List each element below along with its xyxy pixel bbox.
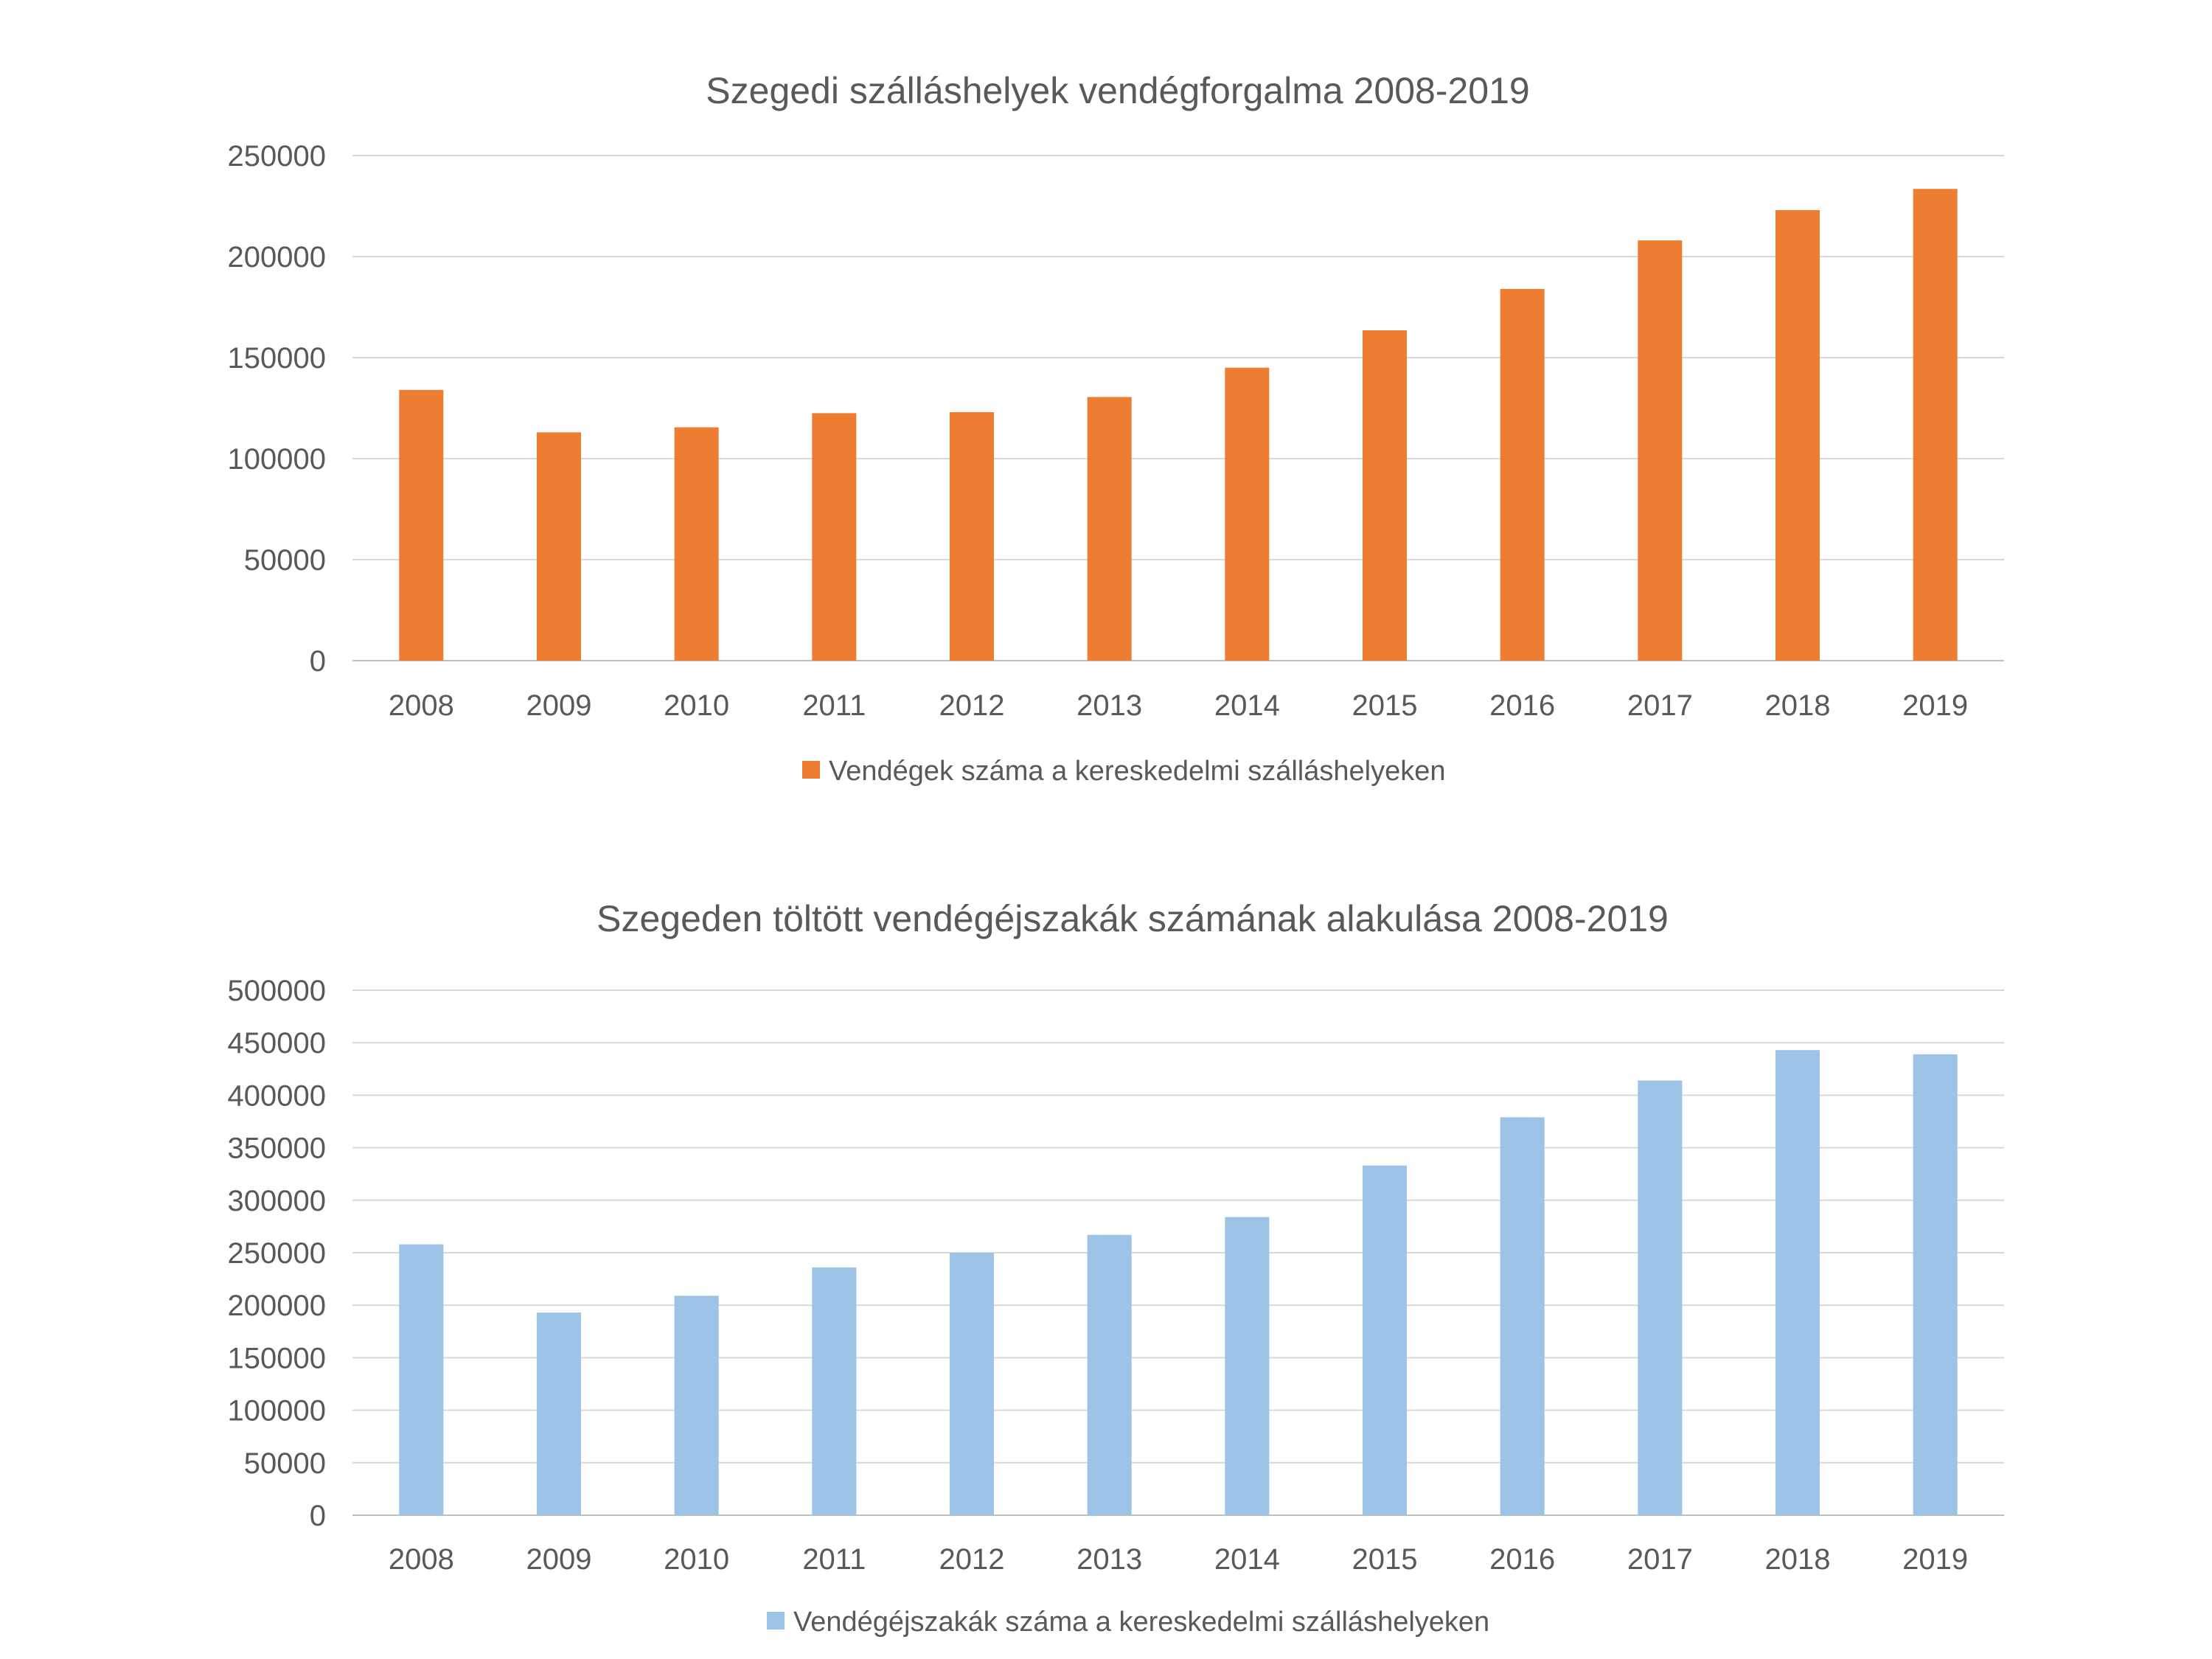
bar-2018 bbox=[1775, 1050, 1820, 1515]
x-tick-label: 2012 bbox=[939, 689, 1005, 722]
x-tick-label: 2017 bbox=[1627, 689, 1693, 722]
legend-label: Vendégek száma a kereskedelmi szálláshel… bbox=[829, 756, 1445, 787]
gridlines bbox=[352, 155, 2004, 661]
gridlines bbox=[352, 990, 2004, 1516]
legend: Vendégek száma a kereskedelmi szálláshel… bbox=[802, 756, 1445, 787]
x-tick-label: 2011 bbox=[802, 689, 866, 722]
x-tick-label: 2009 bbox=[526, 1543, 592, 1576]
bar-2008 bbox=[399, 1244, 444, 1515]
guests-chart: Szegedi szálláshelyek vendégforgalma 200… bbox=[228, 70, 2004, 787]
y-tick-label: 0 bbox=[310, 1500, 326, 1532]
legend-swatch bbox=[802, 761, 820, 779]
x-tick-label: 2008 bbox=[389, 689, 454, 722]
x-tick-label: 2015 bbox=[1352, 689, 1418, 722]
bar-2009 bbox=[537, 1312, 581, 1515]
bar-2013 bbox=[1087, 1234, 1132, 1515]
legend: Vendégéjszakák száma a kereskedelmi szál… bbox=[767, 1607, 1489, 1638]
y-axis-ticks: 0 50000 100000 150000 200000 250000 bbox=[228, 140, 326, 678]
bar-2015 bbox=[1363, 1165, 1407, 1515]
chart-title: Szegeden töltött vendégéjszakák számának… bbox=[597, 898, 1669, 939]
x-tick-label: 2009 bbox=[526, 689, 592, 722]
x-tick-label: 2018 bbox=[1765, 689, 1831, 722]
y-tick-label: 450000 bbox=[228, 1027, 326, 1060]
bar-2017 bbox=[1638, 1080, 1683, 1515]
x-tick-label: 2015 bbox=[1352, 1543, 1418, 1576]
bar-2016 bbox=[1500, 1117, 1545, 1515]
bar-2019 bbox=[1913, 1054, 1958, 1515]
x-tick-label: 2013 bbox=[1077, 689, 1142, 722]
bar-2019 bbox=[1913, 189, 1958, 661]
x-tick-label: 2012 bbox=[939, 1543, 1005, 1576]
x-tick-label: 2014 bbox=[1214, 1543, 1280, 1576]
y-tick-label: 250000 bbox=[228, 1237, 326, 1270]
bar-2012 bbox=[950, 1253, 994, 1515]
y-tick-label: 400000 bbox=[228, 1079, 326, 1112]
bar-2011 bbox=[812, 413, 857, 661]
bar-2010 bbox=[674, 427, 719, 661]
x-tick-label: 2016 bbox=[1489, 689, 1555, 722]
bar-2008 bbox=[399, 389, 444, 661]
x-tick-label: 2017 bbox=[1627, 1543, 1693, 1576]
y-tick-label: 150000 bbox=[228, 342, 326, 375]
legend-swatch bbox=[767, 1612, 785, 1630]
x-tick-label: 2018 bbox=[1765, 1543, 1831, 1576]
x-tick-label: 2008 bbox=[389, 1543, 454, 1576]
bar-2016 bbox=[1500, 288, 1545, 661]
x-tick-label: 2010 bbox=[664, 689, 729, 722]
y-tick-label: 200000 bbox=[228, 1290, 326, 1322]
y-tick-label: 200000 bbox=[228, 241, 326, 274]
x-tick-label: 2014 bbox=[1214, 689, 1280, 722]
y-tick-label: 500000 bbox=[228, 975, 326, 1007]
x-tick-label: 2016 bbox=[1489, 1543, 1555, 1576]
bar-2017 bbox=[1638, 240, 1683, 661]
bars bbox=[399, 189, 1958, 661]
x-axis-ticks: 2008 2009 2010 2011 2012 2013 2014 2015 2016 2017… bbox=[389, 689, 1968, 722]
y-tick-label: 50000 bbox=[244, 1447, 326, 1480]
bar-2009 bbox=[537, 432, 581, 661]
bar-2015 bbox=[1363, 330, 1407, 661]
y-tick-label: 50000 bbox=[244, 544, 326, 577]
bar-2012 bbox=[950, 411, 994, 661]
y-tick-label: 300000 bbox=[228, 1185, 326, 1217]
bar-2014 bbox=[1225, 1217, 1270, 1515]
y-tick-label: 250000 bbox=[228, 140, 326, 173]
bar-2014 bbox=[1225, 367, 1270, 661]
y-axis-ticks: 0 50000 100000 150000 200000 250000 300000 3500… bbox=[228, 975, 326, 1532]
guest-nights-chart: Szegeden töltött vendégéjszakák számának… bbox=[228, 898, 2004, 1638]
y-tick-label: 100000 bbox=[228, 1395, 326, 1427]
bar-2010 bbox=[674, 1295, 719, 1515]
bars bbox=[399, 1050, 1958, 1515]
bar-2018 bbox=[1775, 209, 1820, 661]
y-tick-label: 150000 bbox=[228, 1342, 326, 1374]
x-tick-label: 2011 bbox=[802, 1543, 866, 1576]
legend-label: Vendégéjszakák száma a kereskedelmi szál… bbox=[793, 1607, 1489, 1638]
x-tick-label: 2010 bbox=[664, 1543, 729, 1576]
y-tick-label: 0 bbox=[310, 645, 326, 678]
y-tick-label: 350000 bbox=[228, 1133, 326, 1165]
x-tick-label: 2019 bbox=[1902, 1543, 1968, 1576]
x-tick-label: 2019 bbox=[1902, 689, 1968, 722]
bar-2013 bbox=[1087, 397, 1132, 661]
x-tick-label: 2013 bbox=[1077, 1543, 1142, 1576]
y-tick-label: 100000 bbox=[228, 443, 326, 476]
chart-title: Szegedi szálláshelyek vendégforgalma 200… bbox=[706, 70, 1529, 111]
bar-2011 bbox=[812, 1267, 857, 1515]
x-axis-ticks: 2008 2009 2010 2011 2012 2013 2014 2015 2016 2017… bbox=[389, 1543, 1968, 1576]
